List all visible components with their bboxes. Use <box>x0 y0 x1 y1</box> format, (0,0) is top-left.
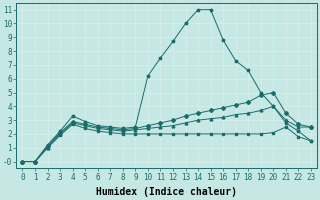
X-axis label: Humidex (Indice chaleur): Humidex (Indice chaleur) <box>96 187 237 197</box>
